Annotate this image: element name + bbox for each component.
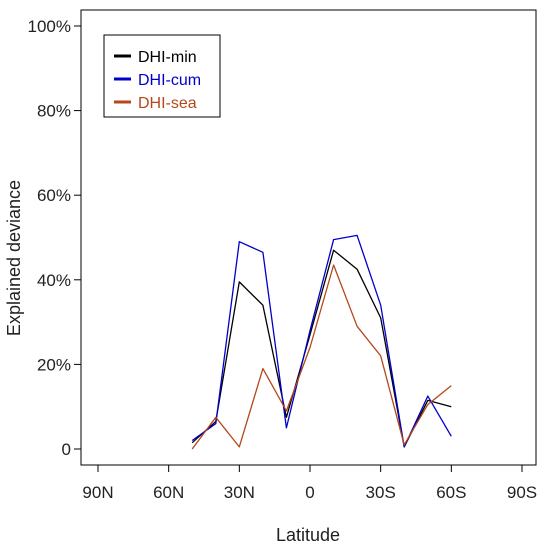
- y-axis: 0 20% 40% 60% 80% 100%: [28, 17, 81, 459]
- x-tick-label: 90S: [507, 483, 537, 502]
- y-tick-label: 60%: [37, 186, 71, 205]
- x-tick-label: 30S: [366, 483, 396, 502]
- x-tick-label: 90N: [82, 483, 113, 502]
- legend-label-dhi-cum: DHI-cum: [138, 72, 201, 89]
- legend: DHI-min DHI-cum DHI-sea: [103, 34, 221, 118]
- x-tick-label: 30N: [224, 483, 255, 502]
- legend-label-dhi-sea: DHI-sea: [138, 95, 197, 112]
- y-tick-label: 0: [62, 440, 71, 459]
- y-axis-title: Explained deviance: [4, 180, 24, 336]
- x-tick-label: 0: [305, 483, 314, 502]
- legend-label-dhi-min: DHI-min: [138, 49, 197, 66]
- x-axis-title: Latitude: [276, 525, 340, 545]
- series-line-dhi-cum: [191, 234, 452, 448]
- y-tick-label: 100%: [28, 17, 71, 36]
- series-line-dhi-min: [191, 249, 452, 448]
- y-tick-label: 80%: [37, 102, 71, 121]
- x-axis: 90N 60N 30N 0 30S 60S 90S: [82, 465, 537, 502]
- x-tick-label: 60S: [436, 483, 466, 502]
- x-tick-label: 60N: [153, 483, 184, 502]
- y-tick-label: 40%: [37, 271, 71, 290]
- series-line-dhi-sea: [191, 264, 452, 450]
- plot-frame: [80, 9, 537, 466]
- y-tick-label: 20%: [37, 355, 71, 374]
- series-layer: [191, 234, 452, 450]
